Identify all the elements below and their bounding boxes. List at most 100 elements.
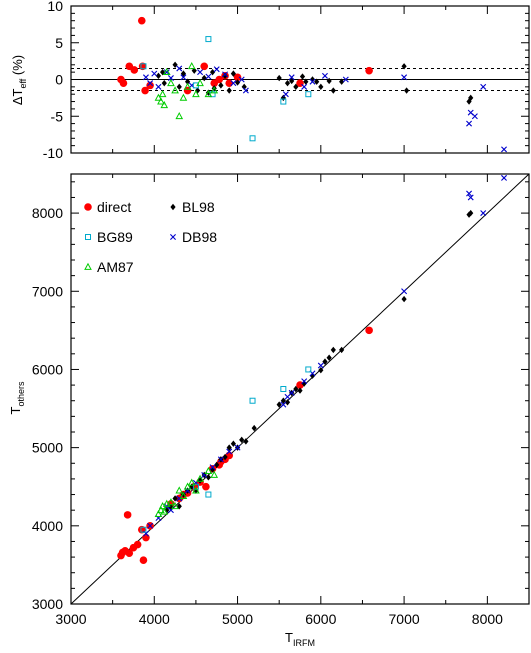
data-point	[179, 93, 188, 101]
data-point	[226, 448, 233, 455]
data-point	[175, 111, 184, 120]
data-point	[468, 94, 474, 102]
legend-marker	[84, 203, 92, 211]
y-tick-label: -10	[43, 145, 63, 161]
data-point	[303, 78, 309, 85]
data-point	[214, 461, 220, 469]
data-point	[162, 67, 171, 76]
data-point	[305, 91, 312, 98]
data-point	[204, 89, 213, 98]
data-point	[501, 174, 508, 181]
data-point	[276, 74, 282, 82]
data-point	[288, 74, 295, 81]
y-tick-label: 8000	[32, 205, 63, 221]
series-direct	[117, 16, 373, 95]
data-point	[501, 146, 508, 153]
data-point	[196, 78, 204, 87]
y-tick-label: 10	[47, 0, 63, 14]
data-point	[205, 474, 211, 481]
data-point	[299, 73, 306, 80]
legend-marker	[84, 262, 92, 270]
data-point	[176, 65, 183, 72]
data-point	[158, 89, 167, 98]
legend-marker	[170, 234, 176, 240]
data-point	[167, 498, 175, 506]
x-tick-label: 3000	[55, 611, 86, 627]
data-point	[161, 79, 167, 87]
series-am87	[154, 62, 219, 120]
data-point	[301, 83, 308, 90]
y-tick-label: -5	[51, 108, 64, 124]
data-point	[239, 436, 245, 444]
data-point	[330, 346, 336, 354]
data-point	[466, 120, 473, 127]
legend-label: BL98	[182, 199, 215, 215]
data-point	[154, 93, 163, 101]
legend-item-bg89: BG89	[85, 229, 133, 245]
data-point	[317, 362, 324, 369]
series-bg89	[140, 366, 312, 533]
data-point	[251, 424, 257, 432]
data-point	[140, 63, 147, 70]
x-tick-label: 4000	[139, 611, 170, 627]
data-point	[401, 63, 407, 70]
legend: direct BG89 AM87 BL98 DB98	[84, 199, 217, 275]
legend-item-db98: DB98	[170, 229, 217, 245]
data-point	[123, 511, 132, 519]
data-point	[288, 389, 295, 396]
data-point	[205, 73, 212, 80]
data-point	[155, 83, 162, 90]
data-point	[326, 354, 332, 361]
data-point	[234, 444, 241, 451]
data-point	[314, 78, 320, 85]
data-point	[467, 194, 474, 201]
data-point	[130, 66, 139, 74]
y-axis-label: Tothers	[8, 381, 26, 414]
legend-item-am87: AM87	[84, 259, 134, 275]
data-point	[330, 87, 336, 94]
data-point	[167, 75, 174, 82]
data-point	[365, 326, 373, 335]
data-point	[301, 378, 308, 385]
y-axis-label: ΔTeff (%)	[10, 55, 28, 105]
data-point	[197, 69, 204, 76]
data-point	[280, 401, 287, 408]
data-point	[205, 491, 212, 498]
data-point	[210, 470, 219, 478]
data-point	[297, 387, 303, 394]
data-point	[172, 495, 178, 502]
y-tick-label: 6000	[32, 361, 63, 377]
legend-marker	[85, 234, 91, 240]
legend-label: direct	[97, 199, 131, 215]
data-point	[204, 466, 213, 474]
series-db98	[142, 65, 508, 153]
data-point	[179, 491, 188, 500]
data-point	[196, 474, 204, 482]
data-point	[209, 68, 216, 76]
data-point	[326, 77, 332, 85]
data-point	[217, 456, 224, 463]
data-point	[242, 87, 249, 94]
data-point	[305, 366, 312, 373]
data-point	[280, 98, 287, 105]
data-point	[183, 82, 192, 90]
data-point	[215, 75, 224, 84]
data-point	[284, 399, 291, 406]
data-point	[183, 86, 192, 95]
data-point	[201, 74, 207, 82]
data-point	[125, 549, 134, 557]
data-point	[167, 78, 175, 87]
x-tick-label: 6000	[305, 611, 336, 627]
data-point	[180, 74, 187, 81]
y-tick-label: 5000	[32, 440, 63, 456]
series-bg89	[140, 36, 312, 142]
data-point	[226, 87, 232, 94]
data-point	[321, 72, 328, 79]
data-point	[137, 16, 146, 25]
y-tick-label: 7000	[32, 283, 63, 299]
data-point	[187, 478, 196, 486]
plot-frame	[70, 173, 530, 605]
x-tick-label: 7000	[389, 611, 420, 627]
data-point	[171, 502, 179, 510]
